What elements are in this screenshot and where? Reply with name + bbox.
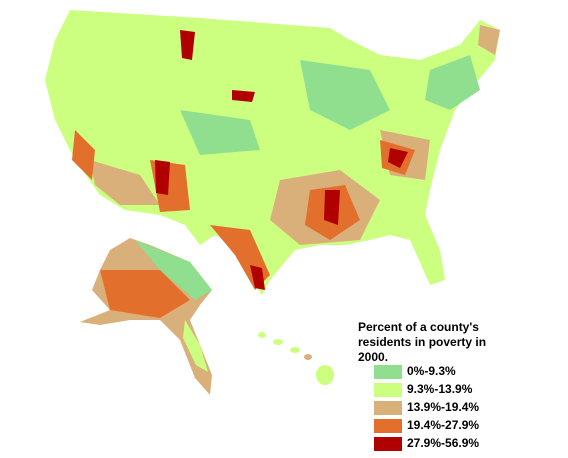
legend-label: 13.9%-19.4%	[407, 400, 479, 414]
orange-region	[72, 130, 95, 180]
tan-region	[90, 160, 160, 205]
alaska-outline	[80, 238, 212, 395]
red-region	[324, 190, 340, 225]
legend-label: 9.3%-13.9%	[407, 382, 473, 396]
legend-label: 19.4%-27.9%	[407, 418, 479, 432]
hawaii	[258, 332, 334, 385]
island	[316, 365, 334, 385]
us-outline	[45, 10, 500, 295]
green-region	[300, 60, 390, 130]
island	[304, 354, 312, 360]
green-region	[425, 55, 480, 110]
alaska	[80, 238, 212, 395]
red-region	[155, 160, 170, 195]
contiguous-us	[45, 10, 500, 295]
legend-swatch	[374, 401, 402, 415]
legend-swatch	[374, 383, 402, 397]
lime-region	[183, 320, 208, 372]
legend-swatch	[374, 419, 402, 433]
red-region	[180, 30, 195, 60]
island	[290, 347, 300, 353]
orange-region	[100, 270, 190, 318]
legend-swatch	[374, 365, 402, 379]
legend-swatch	[374, 437, 402, 451]
red-region	[250, 265, 265, 290]
green-region	[135, 240, 212, 300]
island	[258, 332, 266, 338]
red-region	[388, 148, 408, 168]
tan-region	[478, 25, 500, 55]
legend-label: 0%-9.3%	[407, 364, 456, 378]
green-region	[180, 110, 260, 155]
legend-label: 27.9%-56.9%	[407, 436, 479, 450]
red-region	[232, 90, 255, 102]
legend-title: Percent of a county's	[358, 320, 479, 334]
legend-title: 2000.	[358, 350, 388, 364]
island	[273, 339, 283, 345]
legend-title: residents in poverty in	[358, 335, 486, 349]
